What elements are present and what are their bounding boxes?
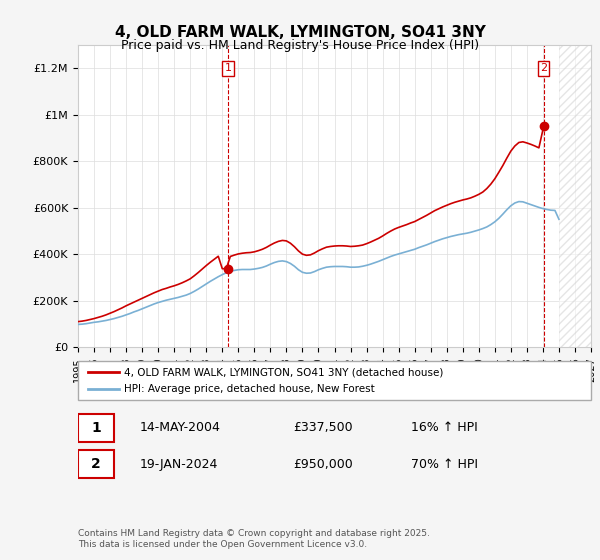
Text: Price paid vs. HM Land Registry's House Price Index (HPI): Price paid vs. HM Land Registry's House …: [121, 39, 479, 52]
Text: 4, OLD FARM WALK, LYMINGTON, SO41 3NY (detached house): 4, OLD FARM WALK, LYMINGTON, SO41 3NY (d…: [124, 367, 443, 377]
Text: 16% ↑ HPI: 16% ↑ HPI: [412, 421, 478, 434]
Text: 4, OLD FARM WALK, LYMINGTON, SO41 3NY: 4, OLD FARM WALK, LYMINGTON, SO41 3NY: [115, 25, 485, 40]
Text: 19-JAN-2024: 19-JAN-2024: [140, 458, 218, 470]
Text: £950,000: £950,000: [293, 458, 353, 470]
FancyBboxPatch shape: [78, 361, 591, 400]
Text: 1: 1: [91, 421, 101, 435]
Text: 70% ↑ HPI: 70% ↑ HPI: [412, 458, 478, 470]
Text: 1: 1: [225, 63, 232, 73]
FancyBboxPatch shape: [78, 414, 114, 441]
Text: 2: 2: [540, 63, 547, 73]
FancyBboxPatch shape: [78, 450, 114, 478]
Text: Contains HM Land Registry data © Crown copyright and database right 2025.
This d: Contains HM Land Registry data © Crown c…: [78, 529, 430, 549]
Text: £337,500: £337,500: [293, 421, 353, 434]
Text: HPI: Average price, detached house, New Forest: HPI: Average price, detached house, New …: [124, 384, 375, 394]
Text: 2: 2: [91, 457, 101, 471]
Text: 14-MAY-2004: 14-MAY-2004: [140, 421, 220, 434]
